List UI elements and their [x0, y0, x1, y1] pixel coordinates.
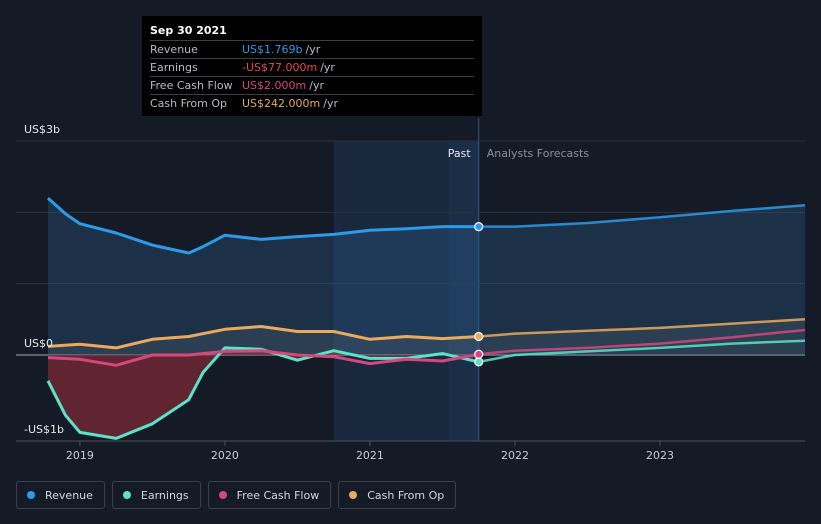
tooltip-row-free-cash-flow: Free Cash Flow US$2.000m /yr	[150, 76, 474, 94]
revenue-line	[46, 196, 479, 255]
x-tick-label: 2022	[501, 449, 529, 462]
tooltip-unit: /yr	[323, 97, 338, 110]
legend-item-free-cash-flow[interactable]: Free Cash Flow	[207, 481, 332, 509]
tooltip-unit: /yr	[309, 79, 324, 92]
x-tick-label: 2020	[211, 449, 239, 462]
tooltip-row-revenue: Revenue US$1.769b /yr	[150, 40, 474, 58]
tooltip-label: Revenue	[150, 43, 198, 56]
earnings-forecast-line	[478, 339, 806, 364]
legend-label: Revenue	[45, 488, 93, 502]
revenue-forecast-line	[478, 203, 806, 228]
y-tick-label: US$0	[24, 337, 53, 350]
free-cash-flow-marker	[474, 349, 484, 359]
y-tick-label: US$3b	[24, 123, 60, 136]
legend-dot-icon	[218, 491, 227, 499]
cash-from-op-forecast-line	[478, 318, 806, 338]
tooltip-value: US$2.000m	[242, 79, 307, 92]
x-tick-label: 2023	[646, 449, 674, 462]
x-tick-label: 2019	[66, 449, 94, 462]
y-tick-label: -US$1b	[24, 423, 64, 436]
tooltip-unit: /yr	[305, 43, 321, 56]
tooltip-unit: /yr	[320, 61, 335, 74]
past-highlight-band	[333, 141, 479, 441]
free-cash-flow-forecast-line	[478, 328, 806, 356]
legend-item-earnings[interactable]: Earnings	[111, 481, 201, 509]
cash-from-op-line	[47, 325, 479, 350]
legend-item-revenue[interactable]: Revenue	[16, 481, 105, 509]
forecast-label: Analysts Forecasts	[487, 147, 590, 160]
legend-dot-icon	[349, 491, 358, 499]
tooltip-label: Cash From Op	[150, 97, 228, 110]
revenue-marker	[474, 222, 484, 232]
legend-item-cash-from-op[interactable]: Cash From Op	[338, 481, 457, 509]
tooltip-value: -US$77.000m	[242, 61, 318, 74]
free-cash-flow-line	[47, 349, 479, 367]
earnings-area	[48, 347, 479, 439]
legend-label: Cash From Op	[367, 488, 445, 502]
earnings-marker	[474, 357, 484, 367]
tooltip-date: Sep 30 2021	[150, 24, 227, 37]
legend-label: Free Cash Flow	[236, 488, 320, 502]
legend-dot-icon	[122, 491, 131, 499]
legend-label: Earnings	[140, 488, 189, 502]
tooltip-row-cash-from-op: Cash From Op US$242.000m /yr	[150, 94, 474, 112]
past-label: Past	[448, 147, 472, 160]
tooltip-label: Free Cash Flow	[150, 79, 233, 92]
past-highlight-edge	[448, 141, 479, 441]
legend: Revenue Earnings Free Cash Flow Cash Fro…	[16, 481, 457, 509]
tooltip-label: Earnings	[150, 61, 198, 74]
legend-dot-icon	[27, 491, 35, 499]
x-tick-label: 2021	[356, 449, 384, 462]
tooltip-value: US$242.000m	[242, 97, 321, 110]
tooltip-value: US$1.769b	[242, 43, 303, 56]
tooltip: Sep 30 2021 Revenue US$1.769b /yr Earnin…	[142, 16, 482, 116]
tooltip-row-earnings: Earnings -US$77.000m /yr	[150, 58, 474, 76]
cash-from-op-marker	[474, 331, 484, 342]
earnings-line	[46, 346, 480, 440]
